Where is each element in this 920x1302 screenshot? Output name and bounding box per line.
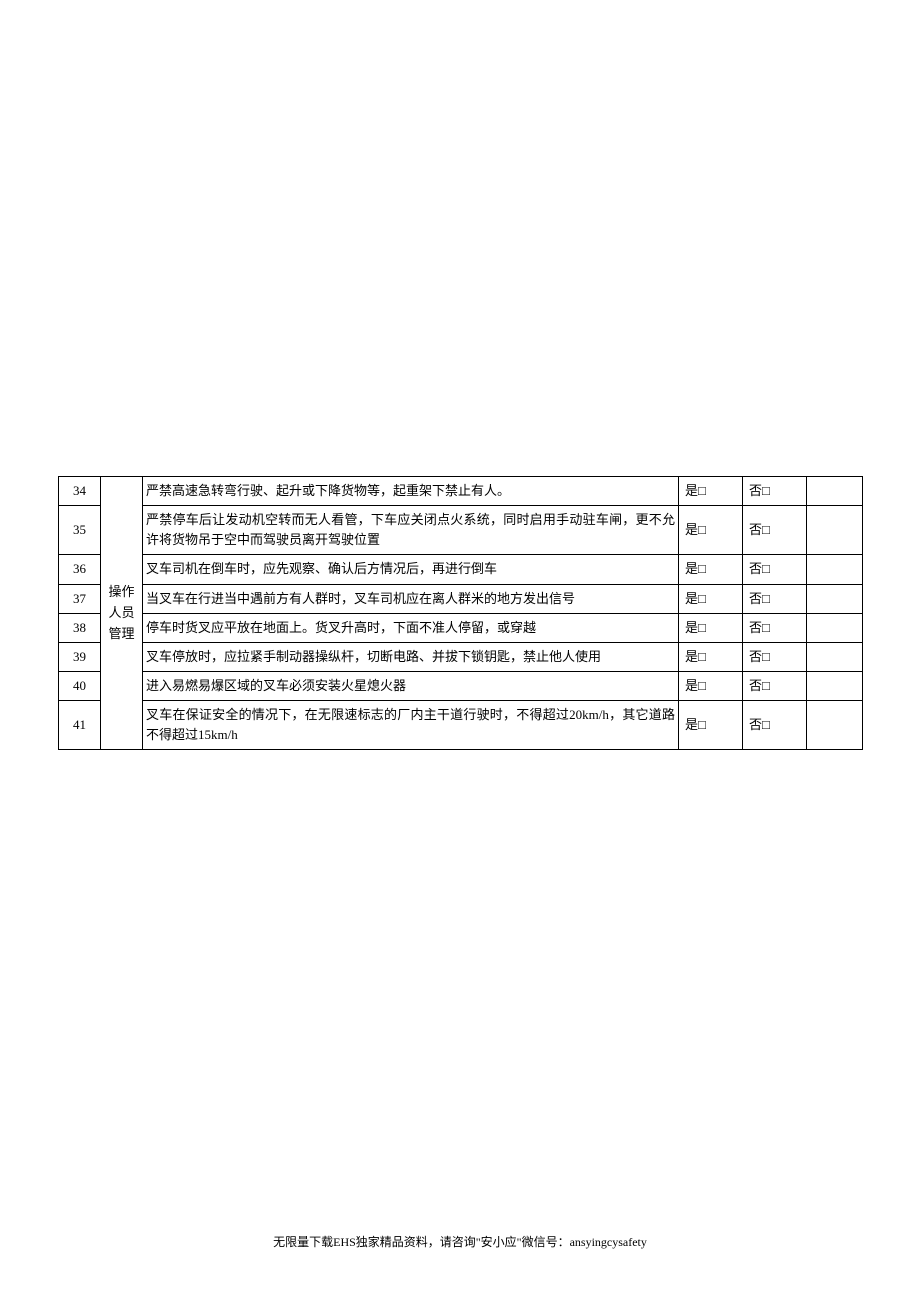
yes-checkbox[interactable]: 是□ bbox=[679, 671, 743, 700]
remark-cell bbox=[807, 613, 863, 642]
remark-cell bbox=[807, 671, 863, 700]
row-desc: 进入易燃易爆区域的叉车必须安装火星熄火器 bbox=[143, 671, 679, 700]
remark-cell bbox=[807, 555, 863, 584]
row-desc: 严禁停车后让发动机空转而无人看管，下车应关闭点火系统，同时启用手动驻车闸，更不允… bbox=[143, 506, 679, 555]
row-desc: 严禁高速急转弯行驶、起升或下降货物等，起重架下禁止有人。 bbox=[143, 477, 679, 506]
remark-cell bbox=[807, 701, 863, 750]
row-number: 38 bbox=[59, 613, 101, 642]
yes-checkbox[interactable]: 是□ bbox=[679, 584, 743, 613]
table-row: 35 严禁停车后让发动机空转而无人看管，下车应关闭点火系统，同时启用手动驻车闸，… bbox=[59, 506, 863, 555]
table-row: 37 当叉车在行进当中遇前方有人群时，叉车司机应在离人群米的地方发出信号 是□ … bbox=[59, 584, 863, 613]
table-row: 40 进入易燃易爆区域的叉车必须安装火星熄火器 是□ 否□ bbox=[59, 671, 863, 700]
no-checkbox[interactable]: 否□ bbox=[743, 671, 807, 700]
remark-cell bbox=[807, 642, 863, 671]
no-checkbox[interactable]: 否□ bbox=[743, 477, 807, 506]
no-checkbox[interactable]: 否□ bbox=[743, 506, 807, 555]
row-desc: 停车时货叉应平放在地面上。货叉升高时，下面不准人停留，或穿越 bbox=[143, 613, 679, 642]
no-checkbox[interactable]: 否□ bbox=[743, 555, 807, 584]
table-row: 39 叉车停放时，应拉紧手制动器操纵杆，切断电路、并拔下锁钥匙，禁止他人使用 是… bbox=[59, 642, 863, 671]
no-checkbox[interactable]: 否□ bbox=[743, 701, 807, 750]
no-checkbox[interactable]: 否□ bbox=[743, 642, 807, 671]
row-number: 37 bbox=[59, 584, 101, 613]
table-row: 36 叉车司机在倒车时，应先观察、确认后方情况后，再进行倒车 是□ 否□ bbox=[59, 555, 863, 584]
yes-checkbox[interactable]: 是□ bbox=[679, 701, 743, 750]
no-checkbox[interactable]: 否□ bbox=[743, 584, 807, 613]
remark-cell bbox=[807, 477, 863, 506]
row-desc: 叉车在保证安全的情况下，在无限速标志的厂内主干道行驶时，不得超过20km/h，其… bbox=[143, 701, 679, 750]
table-row: 41 叉车在保证安全的情况下，在无限速标志的厂内主干道行驶时，不得超过20km/… bbox=[59, 701, 863, 750]
page-footer: 无限量下载EHS独家精品资料，请咨询"安小应"微信号：ansyingcysafe… bbox=[0, 1233, 920, 1250]
row-number: 34 bbox=[59, 477, 101, 506]
checklist-table-wrap: 34 操作人员管理 严禁高速急转弯行驶、起升或下降货物等，起重架下禁止有人。 是… bbox=[58, 476, 862, 750]
no-checkbox[interactable]: 否□ bbox=[743, 613, 807, 642]
yes-checkbox[interactable]: 是□ bbox=[679, 642, 743, 671]
row-number: 40 bbox=[59, 671, 101, 700]
row-number: 35 bbox=[59, 506, 101, 555]
row-desc: 叉车司机在倒车时，应先观察、确认后方情况后，再进行倒车 bbox=[143, 555, 679, 584]
table-row: 34 操作人员管理 严禁高速急转弯行驶、起升或下降货物等，起重架下禁止有人。 是… bbox=[59, 477, 863, 506]
row-desc: 当叉车在行进当中遇前方有人群时，叉车司机应在离人群米的地方发出信号 bbox=[143, 584, 679, 613]
checklist-table: 34 操作人员管理 严禁高速急转弯行驶、起升或下降货物等，起重架下禁止有人。 是… bbox=[58, 476, 863, 750]
row-number: 36 bbox=[59, 555, 101, 584]
yes-checkbox[interactable]: 是□ bbox=[679, 506, 743, 555]
yes-checkbox[interactable]: 是□ bbox=[679, 477, 743, 506]
checklist-tbody: 34 操作人员管理 严禁高速急转弯行驶、起升或下降货物等，起重架下禁止有人。 是… bbox=[59, 477, 863, 750]
yes-checkbox[interactable]: 是□ bbox=[679, 555, 743, 584]
remark-cell bbox=[807, 506, 863, 555]
row-number: 41 bbox=[59, 701, 101, 750]
category-cell: 操作人员管理 bbox=[101, 477, 143, 750]
table-row: 38 停车时货叉应平放在地面上。货叉升高时，下面不准人停留，或穿越 是□ 否□ bbox=[59, 613, 863, 642]
yes-checkbox[interactable]: 是□ bbox=[679, 613, 743, 642]
row-number: 39 bbox=[59, 642, 101, 671]
remark-cell bbox=[807, 584, 863, 613]
row-desc: 叉车停放时，应拉紧手制动器操纵杆，切断电路、并拔下锁钥匙，禁止他人使用 bbox=[143, 642, 679, 671]
